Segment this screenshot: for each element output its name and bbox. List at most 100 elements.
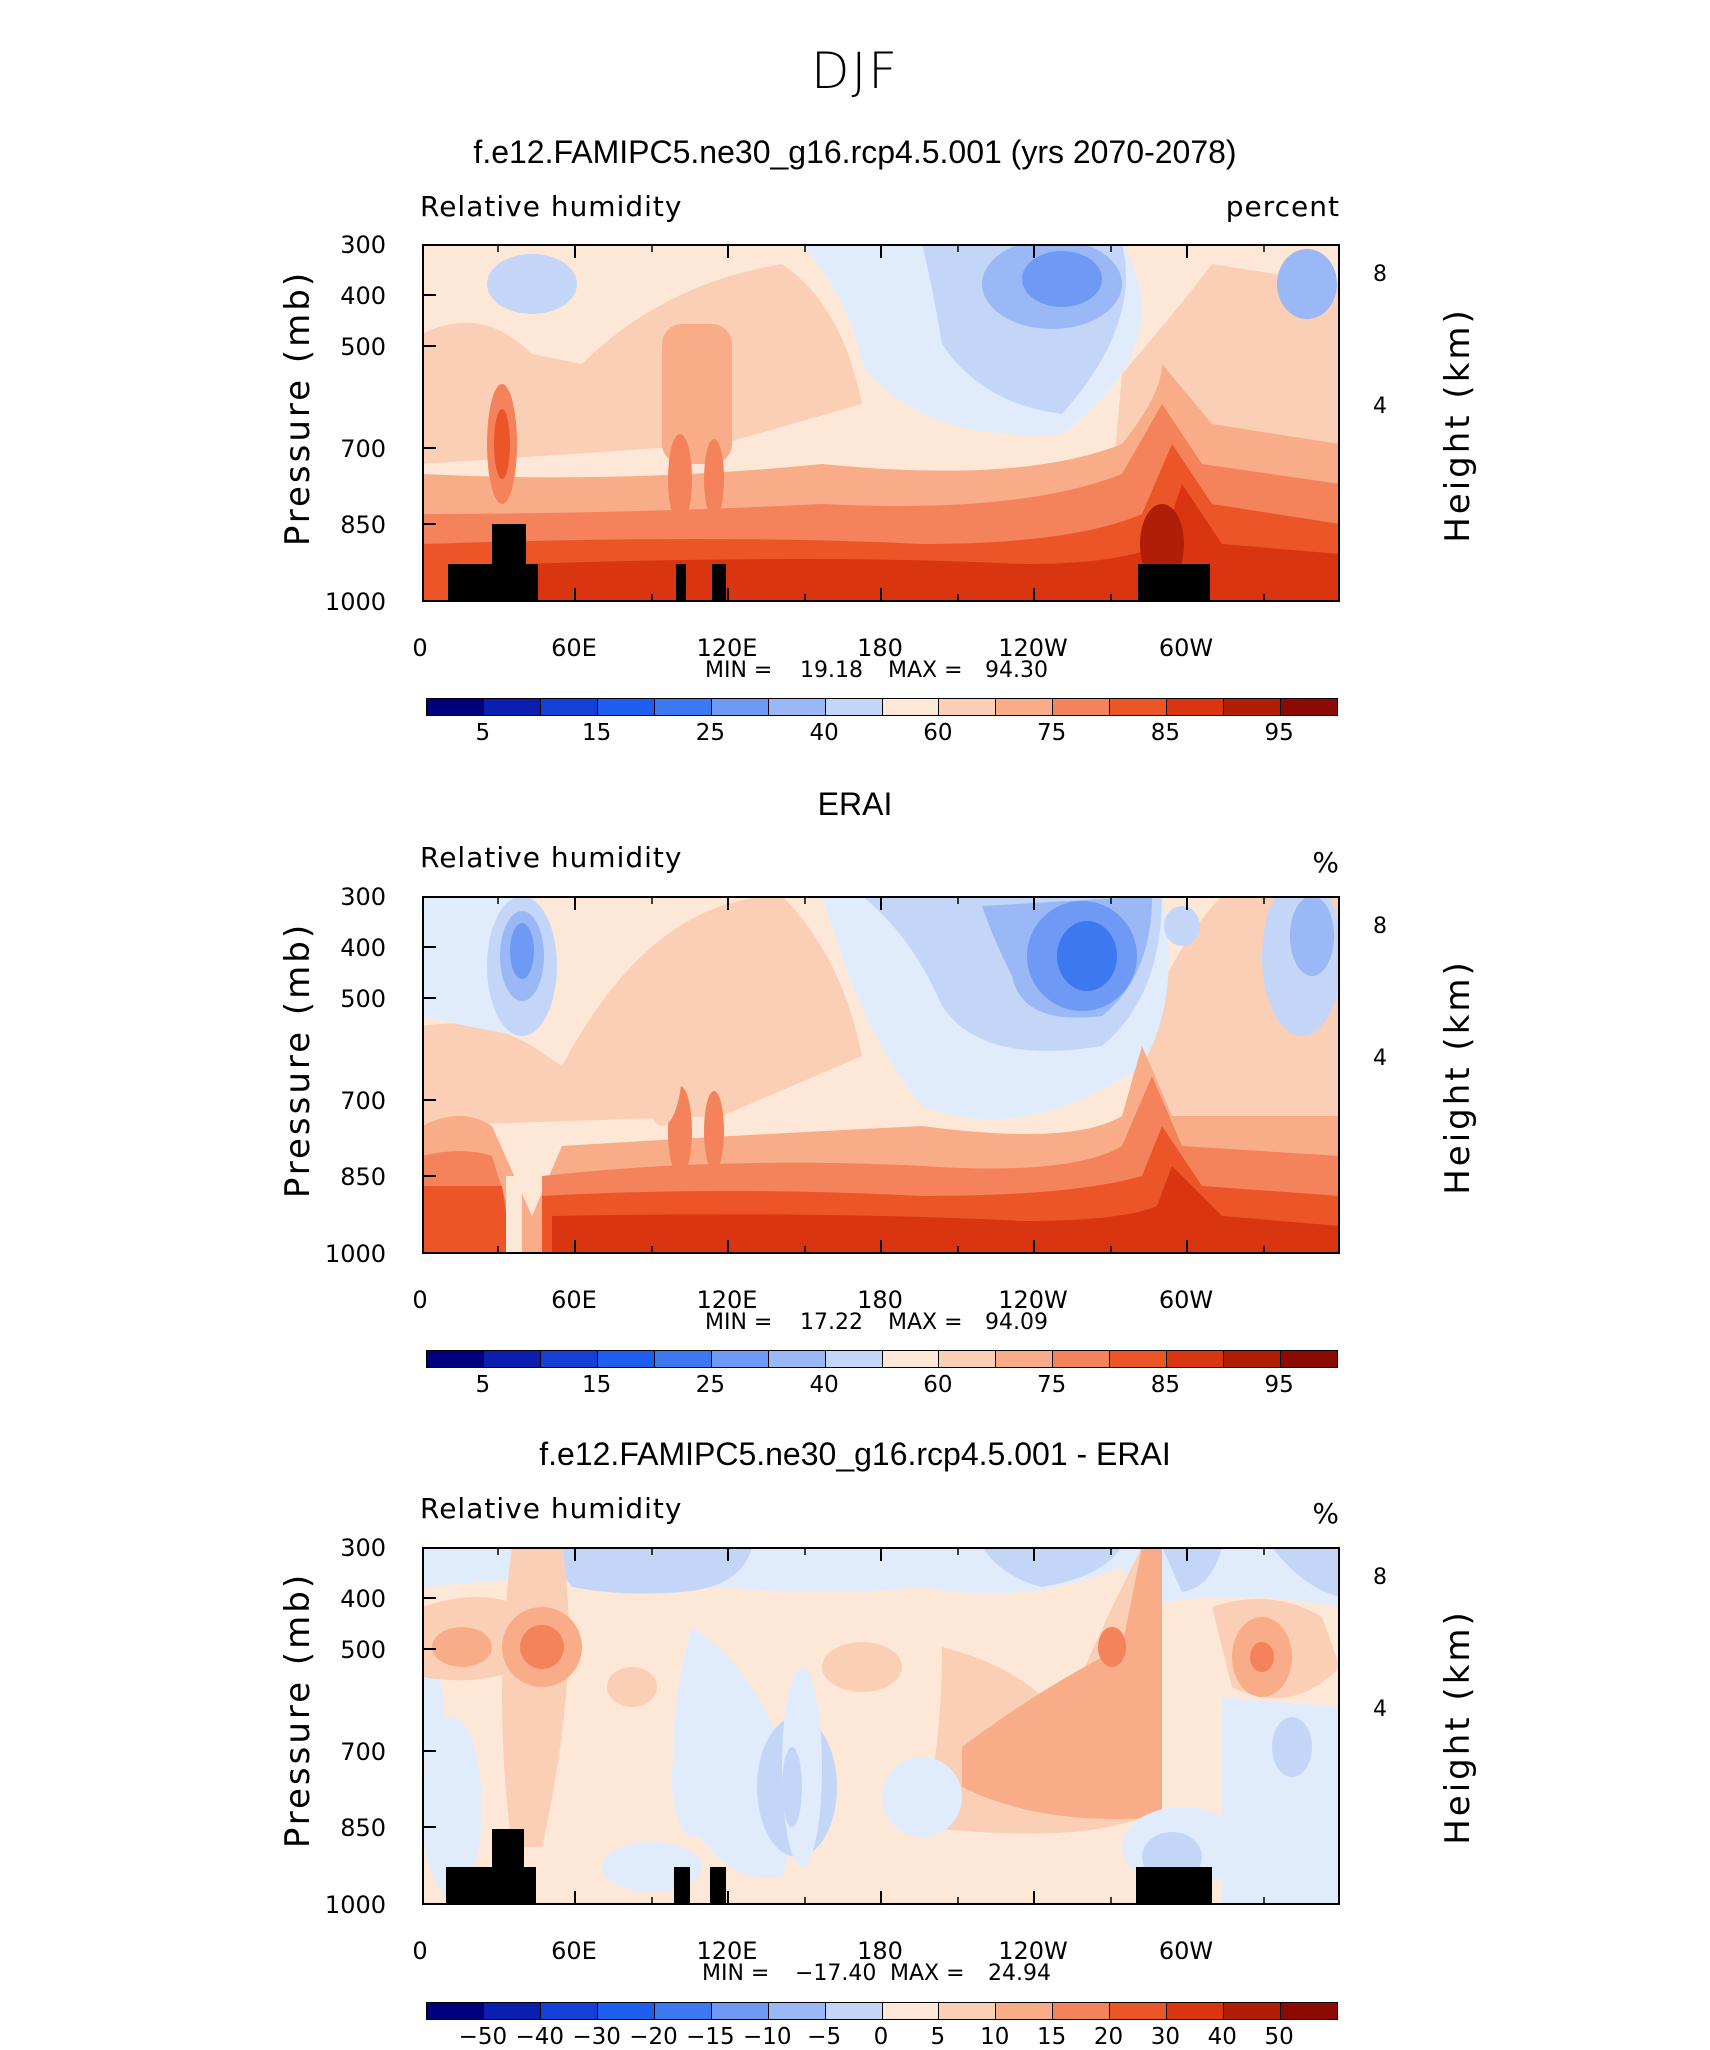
- x-tick-0: 0: [412, 1286, 428, 1314]
- colorbar-label: 85: [1150, 1372, 1181, 1398]
- contour-region: [552, 1166, 1340, 1254]
- colorbar-label: 15: [581, 1372, 612, 1398]
- plot-area: [422, 1547, 1340, 1905]
- contour-region: [668, 434, 692, 524]
- colorbar-swatch: [939, 1351, 997, 1367]
- colorbar-swatch: [825, 2003, 883, 2019]
- topography-mask: [1138, 564, 1210, 602]
- colorbar-swatch: [996, 1351, 1054, 1367]
- colorbar-swatch: [768, 2003, 826, 2019]
- contour-region: [487, 254, 577, 314]
- topography-mask: [710, 1867, 726, 1905]
- colorbar-label: 40: [809, 720, 839, 746]
- units-label: percent: [1225, 190, 1340, 223]
- colorbar: [426, 2002, 1338, 2020]
- topography-mask: [448, 564, 492, 602]
- colorbar-swatch: [483, 699, 541, 715]
- colorbar-label: −10: [742, 2024, 792, 2050]
- colorbar: [426, 1350, 1338, 1368]
- contour-region: [704, 1091, 724, 1171]
- contour-region: [520, 1625, 564, 1669]
- colorbar-swatch: [483, 2003, 541, 2019]
- topography-mask: [492, 1829, 524, 1905]
- colorbar-swatch: [939, 2003, 997, 2019]
- colorbar-label: 40: [1207, 2024, 1237, 2050]
- colorbar-label: 95: [1264, 720, 1294, 746]
- x-tick-120e: 120E: [696, 634, 758, 662]
- figure-title: DJF: [810, 42, 899, 100]
- topography-mask: [674, 1867, 690, 1905]
- colorbar-swatch: [882, 1351, 940, 1367]
- contour-region: [422, 896, 862, 1126]
- y-tick-1000: 1000: [324, 588, 386, 616]
- x-tick-180: 180: [857, 634, 903, 662]
- panel-title: ERAI: [817, 786, 893, 822]
- y-tick-1000: 1000: [324, 1240, 386, 1268]
- colorbar-label: −50: [458, 2024, 508, 2050]
- topography-mask: [524, 1867, 536, 1905]
- max-value: 24.94: [988, 1961, 1051, 1986]
- x-tick-180: 180: [857, 1286, 903, 1314]
- plot-area: [422, 244, 1340, 602]
- colorbar-swatch: [1224, 1351, 1282, 1367]
- colorbar: [426, 698, 1338, 716]
- contour-region: [662, 324, 732, 464]
- colorbar-swatch: [1053, 699, 1111, 715]
- right-axis-label: Height (km): [1437, 1609, 1478, 1845]
- colorbar-label: −15: [686, 2024, 735, 2050]
- y-tick-850: 850: [340, 1163, 386, 1191]
- y-tick-400: 400: [340, 1585, 386, 1613]
- plot-area: [422, 896, 1340, 1254]
- y-tick-300: 300: [340, 1534, 386, 1562]
- contour-region: [607, 1667, 657, 1707]
- contour-region: [1290, 896, 1334, 976]
- right-tick-8: 8: [1373, 262, 1387, 287]
- x-tick-60e: 60E: [551, 1286, 597, 1314]
- max-label: MAX =: [888, 658, 963, 683]
- x-tick-0: 0: [412, 1937, 428, 1965]
- contour-region: [1164, 906, 1200, 946]
- colorbar-swatch: [1110, 1351, 1168, 1367]
- colorbar-swatch: [654, 2003, 712, 2019]
- colorbar-label: 5: [930, 2024, 946, 2050]
- units-label: %: [1312, 1497, 1340, 1530]
- contour-region: [522, 484, 1340, 602]
- min-label: MIN =: [705, 1310, 773, 1335]
- colorbar-swatch: [654, 699, 712, 715]
- right-tick-4: 4: [1373, 394, 1387, 419]
- colorbar-label: 25: [695, 720, 726, 746]
- x-tick-60w: 60W: [1158, 1937, 1214, 1965]
- colorbar-label: 15: [1036, 2024, 1067, 2050]
- colorbar-label: 60: [923, 720, 953, 746]
- right-axis-label: Height (km): [1437, 307, 1478, 543]
- right-axis-label: Height (km): [1437, 959, 1478, 1195]
- y-tick-700: 700: [340, 1738, 386, 1766]
- colorbar-swatch: [427, 1351, 484, 1367]
- y-tick-300: 300: [340, 883, 386, 911]
- colorbar-label: 25: [695, 1372, 726, 1398]
- colorbar-swatch: [1110, 2003, 1168, 2019]
- colorbar-label: 5: [475, 1372, 491, 1398]
- x-tick-60w: 60W: [1158, 1286, 1214, 1314]
- y-axis-label: Pressure (mb): [278, 921, 319, 1199]
- contour-region: [510, 923, 534, 979]
- colorbar-swatch: [1281, 1351, 1337, 1367]
- x-tick-0: 0: [412, 634, 428, 662]
- y-tick-700: 700: [340, 1087, 386, 1115]
- min-value: 19.18: [800, 658, 863, 683]
- contour-region: [1098, 1627, 1126, 1667]
- colorbar-swatch: [1224, 699, 1282, 715]
- colorbar-swatch: [427, 2003, 484, 2019]
- colorbar-swatch: [1167, 1351, 1225, 1367]
- colorbar-label: 40: [809, 1372, 839, 1398]
- max-label: MAX =: [888, 1310, 963, 1335]
- contour-region: [822, 1642, 902, 1692]
- y-tick-500: 500: [340, 333, 386, 361]
- topography-mask: [526, 564, 538, 602]
- x-tick-60w: 60W: [1158, 634, 1214, 662]
- colorbar-label: 50: [1264, 2024, 1294, 2050]
- y-tick-400: 400: [340, 934, 386, 962]
- contour-region: [882, 1757, 962, 1837]
- contour-region: [432, 1627, 492, 1667]
- colorbar-swatch: [597, 699, 655, 715]
